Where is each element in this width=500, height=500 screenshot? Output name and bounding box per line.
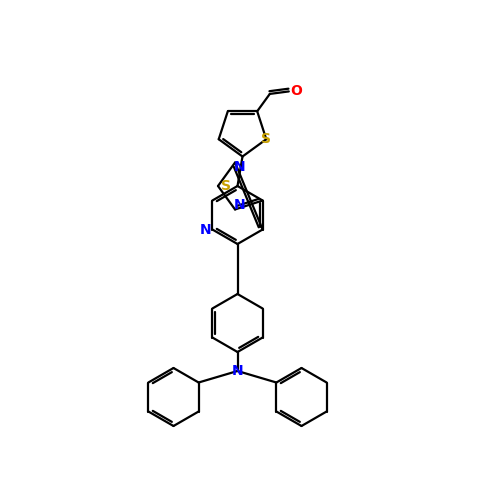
Text: S: S	[262, 132, 272, 146]
Text: O: O	[290, 84, 302, 98]
Text: S: S	[221, 179, 231, 193]
Text: N: N	[234, 198, 246, 212]
Text: N: N	[234, 160, 246, 173]
Text: N: N	[232, 364, 243, 378]
Text: N: N	[200, 222, 211, 236]
